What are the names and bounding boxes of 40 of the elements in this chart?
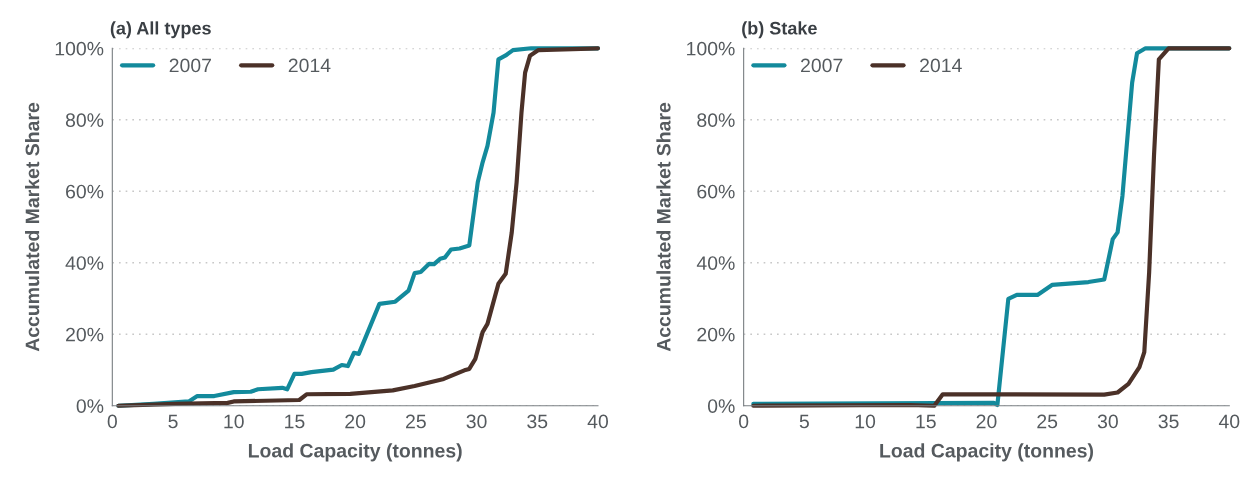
legend-label: 2007 (801, 58, 843, 73)
y-tick-label: 20% (66, 327, 104, 342)
y-tick-label: 0% (707, 399, 735, 413)
y-tick-label: 20% (697, 327, 735, 342)
x-tick-label: 35 (527, 414, 548, 429)
y-tick-label: 60% (66, 184, 104, 199)
y-tick-label: 0% (76, 399, 104, 413)
x-tick-label: 20 (976, 414, 997, 429)
y-tick-label: 80% (697, 113, 735, 128)
x-tick-label: 15 (285, 414, 305, 429)
x-tick-label: 25 (1037, 414, 1058, 429)
legend-label: 2014 (920, 58, 962, 73)
y-tick-label: 40% (696, 256, 735, 270)
y-axis-title: Accumulated Market Share (656, 102, 671, 352)
x-tick-label: 0 (739, 414, 749, 429)
x-tick-label: 0 (107, 414, 117, 429)
x-tick-label: 30 (1097, 414, 1118, 429)
chart-title: (b) Stake (742, 21, 817, 39)
legend-label: 2014 (288, 58, 331, 73)
x-tick-label: 5 (168, 414, 178, 429)
x-tick-label: 20 (345, 414, 366, 429)
legend-label: 2007 (169, 58, 211, 73)
y-tick-label: 40% (65, 256, 104, 270)
x-tick-label: 35 (1158, 414, 1179, 429)
x-tick-label: 25 (406, 414, 426, 429)
y-axis-title: Accumulated Market Share (25, 102, 40, 352)
x-tick-label: 40 (1218, 414, 1240, 429)
x-axis-title: Load Capacity (tonnes) (880, 443, 1093, 462)
y-tick-label: 100% (55, 41, 104, 56)
y-tick-label: 100% (687, 41, 735, 56)
x-tick-label: 10 (224, 414, 244, 429)
x-tick-label: 5 (799, 414, 809, 429)
chart-title: (a) All types (110, 21, 211, 39)
y-tick-label: 60% (697, 184, 735, 199)
x-axis-title: Load Capacity (tonnes) (248, 443, 462, 462)
x-tick-label: 40 (587, 414, 609, 429)
y-tick-label: 80% (65, 113, 104, 128)
x-tick-label: 30 (466, 414, 487, 429)
x-tick-label: 10 (855, 414, 876, 429)
x-tick-label: 15 (916, 414, 936, 429)
